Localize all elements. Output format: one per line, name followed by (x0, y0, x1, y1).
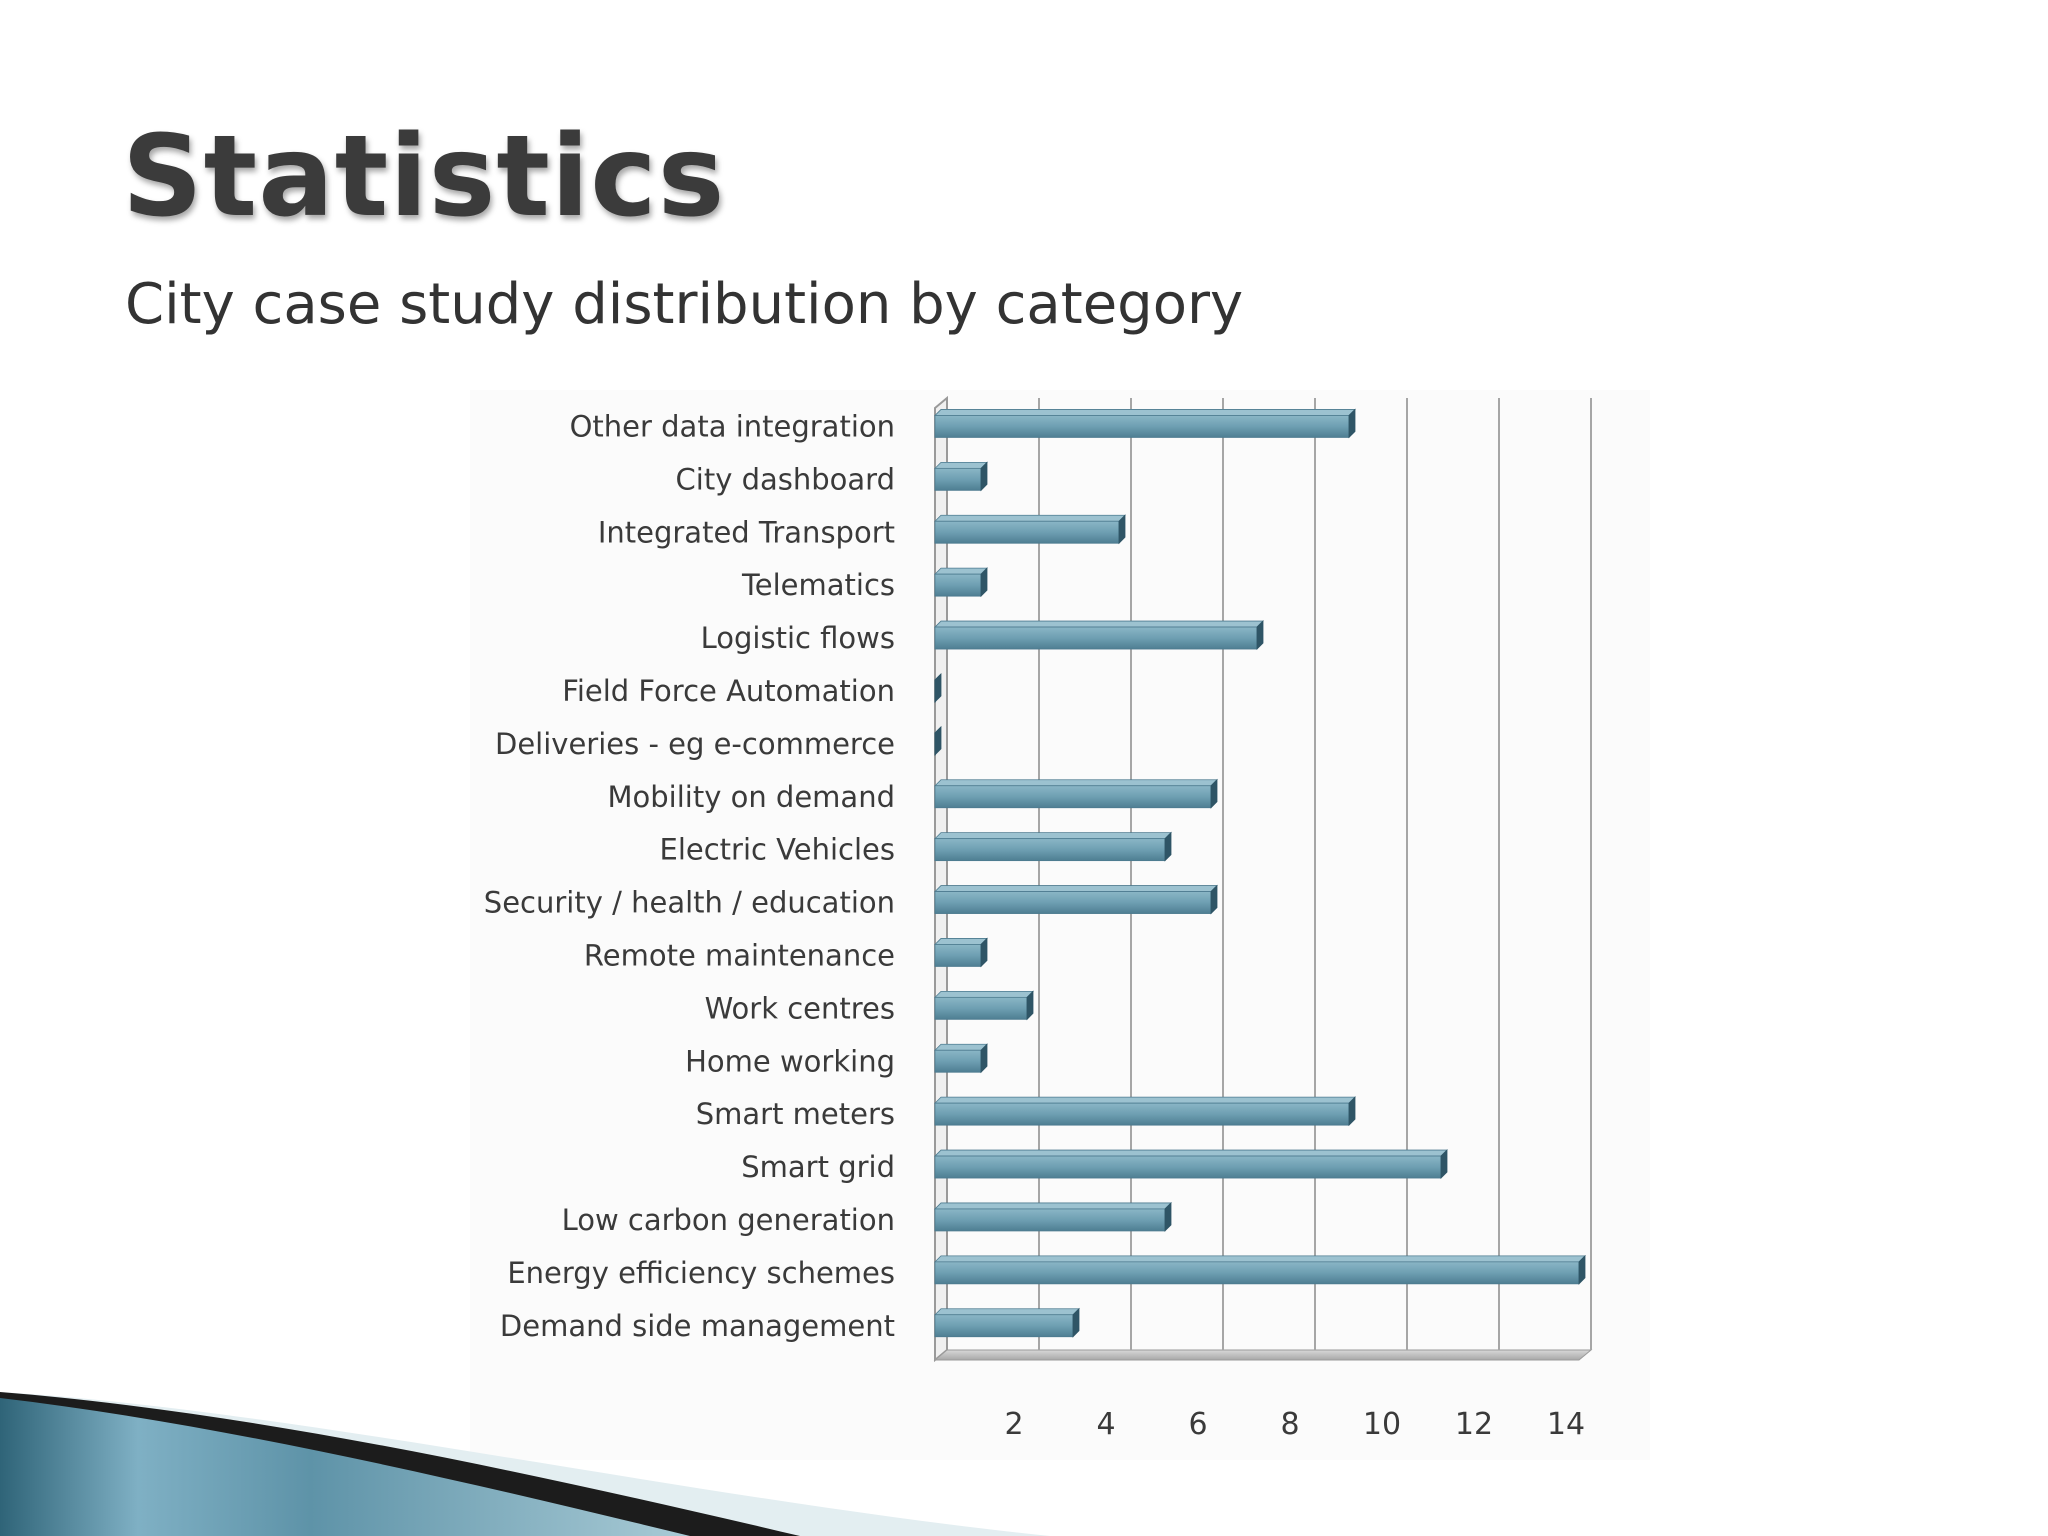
category-label: Other data integration (570, 409, 895, 443)
category-label: Remote maintenance (584, 938, 895, 972)
category-label: Demand side management (500, 1309, 895, 1343)
category-label: Electric Vehicles (660, 833, 896, 867)
category-label: Low carbon generation (562, 1203, 895, 1237)
bar (934, 725, 942, 756)
category-label: Work centres (705, 991, 895, 1025)
bar (934, 778, 1218, 809)
x-axis-ticks: 2 4 6 8 10 12 14 (1004, 1407, 1585, 1442)
bar (934, 672, 942, 703)
category-label: Mobility on demand (608, 780, 896, 814)
x-tick-label: 2 (1004, 1407, 1023, 1442)
bar (934, 990, 1034, 1021)
slide-subtitle: City case study distribution by category (125, 272, 1244, 337)
bar (934, 1254, 1586, 1285)
bar (934, 884, 1218, 915)
category-label: Field Force Automation (562, 674, 895, 708)
category-label: City dashboard (676, 462, 895, 496)
bar (934, 1096, 1356, 1127)
x-tick-label: 8 (1280, 1407, 1299, 1442)
category-label: Smart grid (741, 1150, 895, 1184)
bar (934, 461, 988, 492)
bar (934, 831, 1172, 862)
category-label: Logistic flows (701, 621, 895, 655)
bar (934, 1201, 1172, 1232)
slide-title: Statistics (122, 112, 726, 242)
category-label: Telematics (741, 568, 895, 602)
bar (934, 1149, 1448, 1180)
bar (934, 1307, 1080, 1338)
category-label: Home working (685, 1044, 895, 1078)
x-tick-label: 6 (1188, 1407, 1207, 1442)
bar-layer (934, 408, 1586, 1338)
category-label: Deliveries - eg e-commerce (495, 727, 895, 761)
x-tick-label: 10 (1363, 1407, 1401, 1442)
x-tick-label: 4 (1096, 1407, 1115, 1442)
category-label: Energy efficiency schemes (507, 1256, 895, 1290)
bar (934, 567, 988, 598)
bar (934, 514, 1126, 545)
category-labels: Other data integration City dashboard Inte… (484, 409, 895, 1342)
bar (934, 937, 988, 968)
category-label: Integrated Transport (598, 515, 895, 549)
x-tick-label: 14 (1547, 1407, 1585, 1442)
bar (934, 620, 1264, 651)
category-label: Smart meters (696, 1097, 895, 1131)
bar (934, 408, 1356, 439)
bar (934, 1043, 988, 1074)
category-label: Security / health / education (484, 886, 895, 920)
x-tick-label: 12 (1455, 1407, 1493, 1442)
